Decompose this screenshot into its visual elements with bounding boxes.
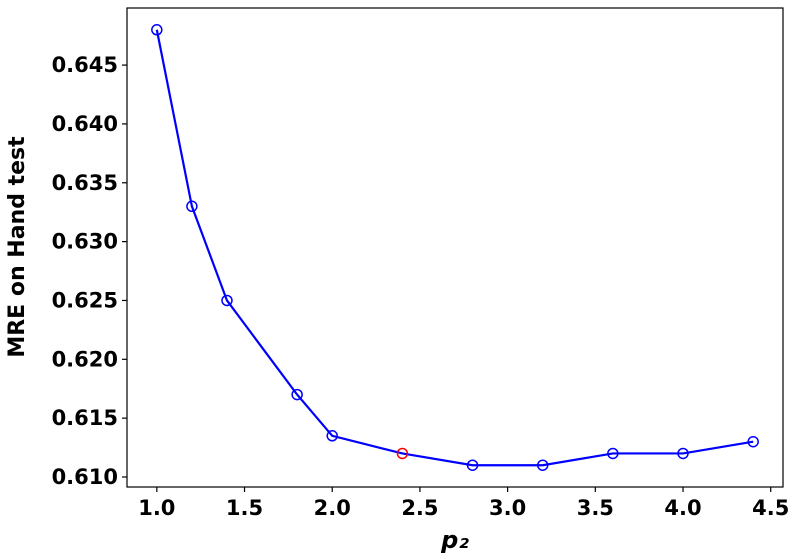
- y-axis-label: MRE on Hand test: [5, 136, 30, 358]
- point-marker: [291, 388, 303, 401]
- point-marker: [677, 447, 689, 460]
- y-tick-label: 0.630: [52, 230, 118, 254]
- x-tick-label: 4.0: [664, 496, 701, 520]
- series-line: [155, 29, 754, 467]
- x-axis-label: p₂: [440, 526, 469, 554]
- point-marker: [221, 294, 233, 307]
- y-tick-label: 0.620: [52, 347, 118, 371]
- y-tick-label: 0.640: [52, 112, 118, 136]
- point-marker: [747, 435, 759, 448]
- point-marker: [396, 447, 409, 460]
- plot-frame: [126, 7, 784, 488]
- x-tick-label: 3.5: [577, 496, 614, 520]
- point-marker: [607, 447, 619, 460]
- y-tick-label: 0.615: [52, 406, 118, 430]
- x-tick-label: 2.5: [401, 496, 438, 520]
- point-marker: [466, 459, 479, 471]
- x-tick-label: 4.5: [752, 496, 789, 520]
- x-tick-label: 1.5: [226, 496, 263, 520]
- y-tick-label: 0.645: [52, 53, 118, 77]
- x-tick-label: 1.0: [138, 496, 175, 520]
- y-tick-label: 0.610: [52, 465, 118, 489]
- y-tick-label: 0.625: [52, 288, 118, 312]
- y-tick-label: 0.635: [52, 171, 118, 195]
- point-marker: [151, 24, 163, 36]
- point-marker: [326, 430, 338, 442]
- point-marker: [536, 459, 549, 471]
- x-tick-label: 3.0: [489, 496, 526, 520]
- point-marker: [186, 200, 198, 213]
- x-tick-label: 2.0: [314, 496, 351, 520]
